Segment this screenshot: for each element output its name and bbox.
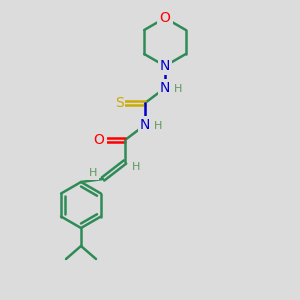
Text: N: N bbox=[160, 59, 170, 73]
Text: N: N bbox=[140, 118, 150, 132]
Text: N: N bbox=[160, 81, 170, 95]
Text: H: H bbox=[132, 162, 140, 172]
Text: O: O bbox=[94, 133, 104, 147]
Text: H: H bbox=[154, 121, 162, 131]
Text: O: O bbox=[160, 11, 170, 25]
Text: S: S bbox=[115, 96, 123, 110]
Text: H: H bbox=[174, 84, 182, 94]
Text: H: H bbox=[89, 168, 97, 178]
